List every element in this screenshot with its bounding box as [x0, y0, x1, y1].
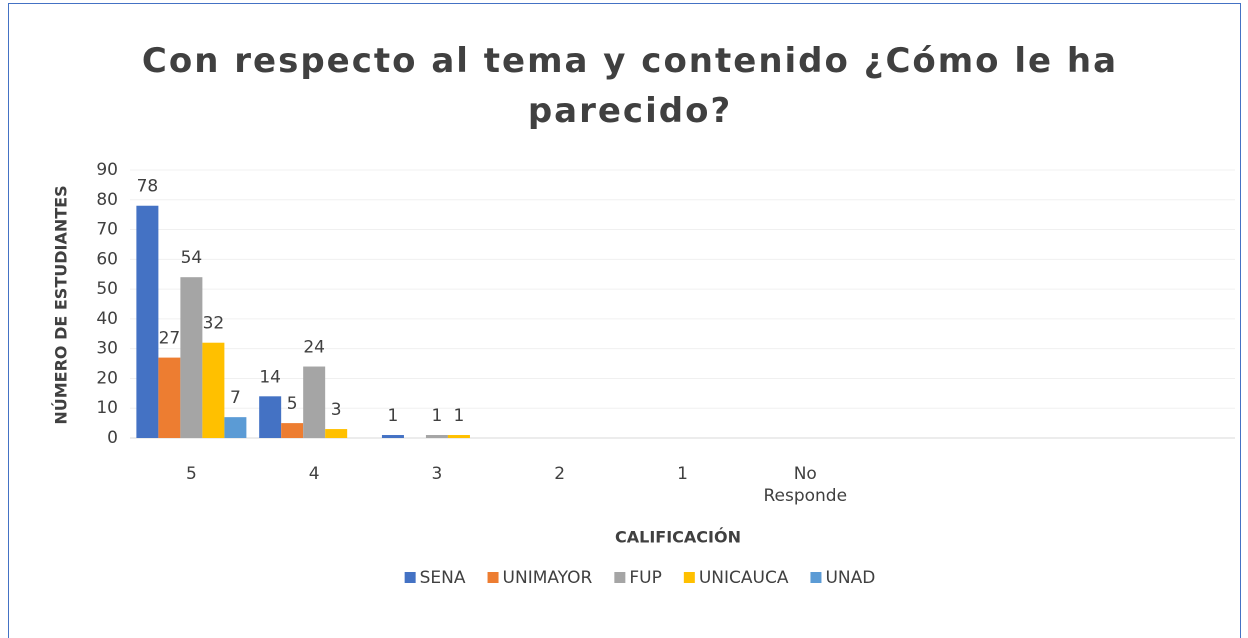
- data-label: 1: [454, 406, 465, 426]
- chart-title: Con respecto al tema y contenido ¿Cómo l…: [141, 41, 1119, 131]
- x-tick-label: 5: [185, 464, 197, 484]
- y-axis-label: NÚMERO DE ESTUDIANTES: [52, 185, 71, 424]
- y-tick-label: 80: [96, 190, 118, 210]
- bar: [259, 396, 282, 438]
- legend-label: UNAD: [825, 568, 875, 588]
- data-label: 24: [303, 338, 325, 358]
- y-tick-label: 50: [96, 279, 118, 299]
- x-tick-label: 2: [554, 464, 566, 484]
- data-label: 54: [181, 248, 203, 268]
- legend-swatch: [614, 572, 626, 583]
- y-tick-label: 60: [96, 249, 118, 269]
- data-label: 1: [432, 406, 443, 426]
- bar: [381, 435, 404, 438]
- bar: [224, 417, 247, 438]
- legend-swatch: [683, 572, 695, 583]
- bar: [281, 423, 304, 438]
- y-tick-label: 20: [96, 368, 118, 388]
- legend-swatch: [487, 572, 499, 583]
- y-tick-label: 30: [96, 339, 118, 359]
- bar: [447, 435, 470, 438]
- data-label: 27: [159, 329, 181, 349]
- data-label: 78: [137, 177, 159, 197]
- data-label: 7: [230, 388, 241, 408]
- legend-label: FUP: [629, 568, 661, 588]
- y-tick-label: 10: [96, 398, 118, 418]
- legend-label: UNIMAYOR: [503, 568, 593, 588]
- bar: [180, 277, 203, 438]
- x-tick-label: No Responde: [763, 464, 848, 506]
- data-label: 32: [203, 314, 225, 334]
- x-tick-label: 4: [308, 464, 320, 484]
- y-tick-label: 90: [96, 160, 118, 180]
- data-label: 3: [331, 400, 342, 420]
- bar: [303, 366, 326, 438]
- data-label: 5: [287, 394, 298, 414]
- legend-label: SENA: [420, 568, 466, 588]
- x-tick-label: 1: [677, 464, 688, 484]
- bar: [325, 429, 348, 438]
- frame: [8, 3, 1241, 638]
- x-axis-label: CALIFICACIÓN: [615, 528, 741, 547]
- bar: [202, 342, 225, 438]
- y-tick-label: 40: [96, 309, 118, 329]
- bar: [425, 435, 448, 438]
- x-tick-label: 3: [431, 464, 443, 484]
- legend-swatch: [404, 572, 416, 583]
- y-tick-label: 0: [107, 428, 118, 448]
- bar: [158, 357, 181, 438]
- y-tick-label: 70: [96, 220, 118, 240]
- data-label: 1: [388, 406, 399, 426]
- legend-swatch: [810, 572, 822, 583]
- legend-label: UNICAUCA: [699, 568, 789, 588]
- data-label: 14: [259, 367, 281, 387]
- bar: [136, 205, 159, 438]
